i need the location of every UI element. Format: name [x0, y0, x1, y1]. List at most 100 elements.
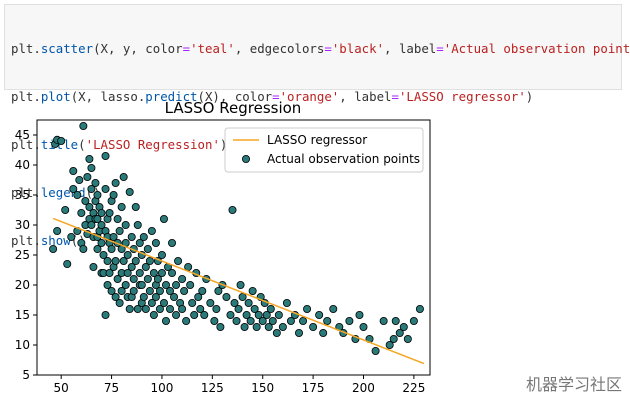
scatter-point [371, 346, 380, 355]
code-token: (X, y, color [93, 41, 183, 56]
code-token: plot [40, 89, 71, 104]
scatter-point [87, 164, 96, 173]
code-token: 'orange' [279, 89, 340, 104]
code-line-2: plt.plot(X, lasso.predict(X), color='ora… [11, 89, 615, 105]
scatter-point [123, 250, 132, 259]
scatter-point [168, 238, 177, 247]
scatter-point [258, 316, 267, 325]
scatter-point [103, 256, 112, 265]
scatter-point [234, 304, 243, 313]
scatter-point [113, 215, 122, 224]
scatter-point [131, 203, 140, 212]
scatter-point [49, 244, 58, 253]
scatter-point [149, 268, 158, 277]
scatter-point [73, 191, 82, 200]
code-token: = [391, 89, 399, 104]
scatter-point [135, 238, 144, 247]
scatter-point [129, 274, 138, 283]
scatter-point [133, 220, 142, 229]
scatter-point [166, 286, 175, 295]
scatter-point [210, 316, 219, 325]
scatter-point [303, 304, 312, 313]
scatter-point [178, 304, 187, 313]
scatter-point [391, 316, 400, 325]
scatter-point [151, 238, 160, 247]
y-tick-label: 15 [15, 308, 30, 322]
scatter-point [254, 310, 263, 319]
scatter-point [103, 280, 112, 289]
scatter-point [178, 274, 187, 283]
scatter-point [145, 286, 154, 295]
scatter-point [91, 179, 100, 188]
x-tick-label: 75 [104, 381, 119, 395]
scatter-point [79, 244, 88, 253]
code-line-1: plt.scatter(X, y, color='teal', edgecolo… [11, 41, 630, 57]
scatter-point [109, 191, 118, 200]
scatter-point [272, 328, 281, 337]
y-tick-label: 45 [15, 128, 30, 142]
chart-title: LASSO Regression [165, 99, 302, 117]
code-token: = [436, 41, 444, 56]
scatter-point [157, 250, 166, 259]
code-token: 'LASSO regressor' [398, 89, 526, 104]
lasso-chart: LASSO Regression 50 75 100 125 150 175 200 2255… [15, 99, 431, 395]
regression-line [52, 217, 425, 365]
scatter-point [53, 226, 62, 235]
scatter-point [159, 215, 168, 224]
scatter-point [188, 298, 197, 307]
scatter-point [182, 316, 191, 325]
scatter-point [107, 286, 116, 295]
scatter-point [109, 232, 118, 241]
scatter-point [81, 197, 90, 206]
scatter-point [250, 304, 259, 313]
scatter-point [274, 310, 283, 319]
scatter-point [264, 322, 273, 331]
x-tick-label: 100 [151, 381, 174, 395]
code-token: 'teal' [190, 41, 235, 56]
scatter-point [246, 316, 255, 325]
scatter-point [111, 179, 120, 188]
scatter-point [172, 310, 181, 319]
scatter-point [278, 322, 287, 331]
scatter-point [315, 310, 324, 319]
y-tick-label: 10 [15, 338, 30, 352]
scatter-point [129, 286, 138, 295]
scatter-point [266, 304, 275, 313]
scatter-point [294, 328, 303, 337]
plot-area: 50 75 100 125 150 175 200 225 5 10 15 20 25 30 35 40 45 L… [15, 119, 431, 395]
scatter-point [180, 286, 189, 295]
y-tick-label: 40 [15, 158, 30, 172]
scatter-point [409, 316, 418, 325]
scatter-point [238, 292, 247, 301]
y-tick-label: 35 [15, 188, 30, 202]
y-tick-label: 25 [15, 248, 30, 262]
scatter-point [61, 206, 70, 215]
chart-output: LASSO Regression 50 75 100 125 150 175 200 225 5… [0, 92, 630, 401]
x-tick-label: 125 [201, 381, 224, 395]
code-token: ) [219, 137, 228, 152]
watermark-text: 机器学习社区 [525, 375, 622, 394]
scatter-point [115, 226, 124, 235]
scatter-point [222, 292, 231, 301]
scatter-point [119, 256, 128, 265]
scatter-point [151, 292, 160, 301]
scatter-point [153, 274, 162, 283]
axes-frame [36, 119, 431, 376]
scatter-point [93, 244, 102, 253]
scatter-point [214, 286, 223, 295]
code-token: plt. [11, 89, 41, 104]
scatter-point [69, 185, 78, 194]
scatter-point [141, 262, 150, 271]
y-tick-label: 5 [22, 368, 30, 382]
scatter-point [166, 304, 175, 313]
scatter-point [147, 226, 156, 235]
scatter-point [228, 206, 237, 215]
scatter-point [105, 268, 114, 277]
scatter-point [115, 298, 124, 307]
scatter-point [125, 304, 134, 313]
code-token: plt. [11, 137, 41, 152]
code-cell[interactable]: plt.scatter(X, y, color='teal', edgecolo… [4, 4, 630, 248]
scatter-point [170, 292, 179, 301]
scatter-point [77, 209, 86, 218]
scatter-point [69, 167, 78, 176]
